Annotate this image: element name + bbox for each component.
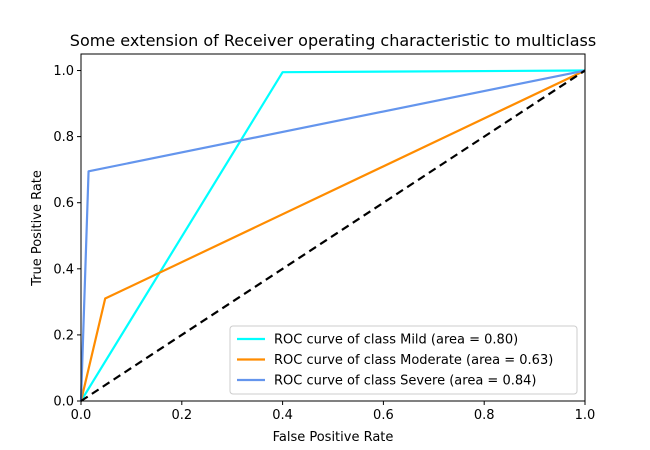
legend: ROC curve of class Mild (area = 0.80) ROC…: [229, 325, 578, 395]
plot-frame: [80, 53, 586, 402]
y-tick-label: 1.0: [53, 64, 74, 79]
x-tick-label: 0.8: [474, 408, 495, 423]
legend-label-1: ROC curve of class Moderate (area = 0.63…: [274, 353, 553, 368]
series-line-2: [79, 69, 586, 402]
legend-box: [229, 325, 578, 395]
series-line-1: [79, 69, 586, 402]
y-axis-label: True Positive Rate: [30, 170, 45, 287]
legend-label-0: ROC curve of class Mild (area = 0.80): [274, 333, 518, 348]
x-tick-label: 1.0: [575, 408, 596, 423]
reference-diagonal-line: [80, 69, 586, 402]
y-tick-label: 0.8: [53, 130, 74, 145]
plot-area: [79, 69, 586, 402]
y-tick-label: 0.2: [53, 328, 74, 343]
axis-ticks: 0.0 0.2 0.4 0.6 0.8 1.0 0.0 0.2 0.4 0.6 0.8 1.0: [53, 64, 595, 423]
x-tick-label: 0.0: [71, 408, 92, 423]
x-tick-label: 0.4: [272, 408, 293, 423]
x-axis-label: False Positive Rate: [273, 430, 394, 445]
legend-label-2: ROC curve of class Severe (area = 0.84): [274, 374, 536, 389]
chart-title: Some extension of Receiver operating cha…: [70, 31, 596, 50]
x-tick-label: 0.6: [373, 408, 394, 423]
y-tick-label: 0.4: [53, 262, 74, 277]
series-line-0: [80, 69, 586, 402]
x-tick-label: 0.2: [171, 408, 192, 423]
y-tick-label: 0.6: [53, 196, 74, 211]
y-tick-label: 0.0: [53, 395, 74, 410]
